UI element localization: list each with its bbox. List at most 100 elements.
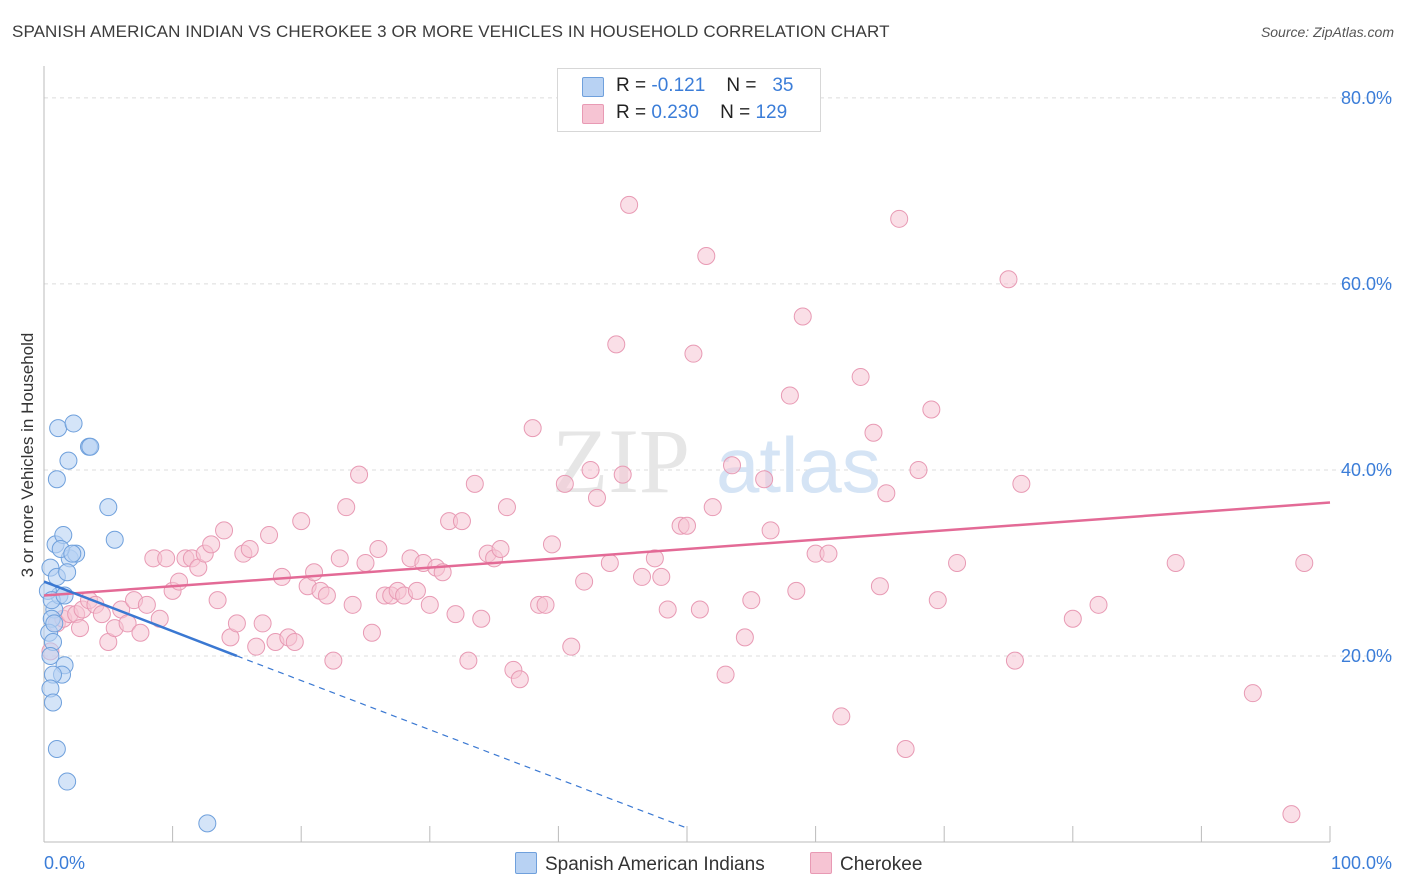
legend-r-label: R =: [616, 102, 647, 123]
spanish-american-indian-point: [47, 470, 66, 489]
legend-r-label: R =: [616, 75, 647, 96]
bottom-legend-label: Spanish American Indians: [545, 854, 765, 875]
cherokee-point: [362, 623, 381, 642]
cherokee-point: [491, 540, 510, 559]
cherokee-point: [1005, 651, 1024, 670]
watermark-atlas: atlas: [716, 421, 881, 509]
cherokee-point: [877, 484, 896, 503]
cherokee-point: [575, 572, 594, 591]
spanish-american-indian-point: [58, 772, 77, 791]
cherokee-point: [896, 739, 915, 758]
cherokee-point: [542, 535, 561, 554]
cherokee-point: [607, 335, 626, 354]
x-tick-label: 100.0%: [1331, 853, 1392, 873]
cherokee-point: [684, 344, 703, 363]
cherokee-point: [742, 591, 761, 610]
cherokee-point: [131, 623, 150, 642]
cherokee-point: [793, 307, 812, 326]
bottom-legend-swatch-pink: [810, 852, 832, 874]
cherokee-point: [555, 474, 574, 493]
chart-title: SPANISH AMERICAN INDIAN VS CHEROKEE 3 OR…: [12, 22, 890, 41]
bottom-legend-pink[interactable]: Cherokee: [810, 852, 922, 876]
cherokee-point: [999, 270, 1018, 289]
cherokee-point: [247, 637, 266, 656]
cherokee-point: [137, 595, 156, 614]
cherokee-point: [407, 581, 426, 600]
cherokee-point: [1166, 553, 1185, 572]
spanish-american-indian-point: [105, 530, 124, 549]
cherokee-point: [305, 563, 324, 582]
cherokee-point: [581, 460, 600, 479]
spanish-american-indian-trend-line: [43, 580, 238, 658]
cherokee-point: [632, 567, 651, 586]
spanish-american-indian-point: [81, 437, 100, 456]
legend-box: R = -0.121 N = 35 R = 0.230 N = 129: [557, 68, 821, 132]
cherokee-point: [472, 609, 491, 628]
grid-lines: [44, 97, 1392, 657]
cherokee-point: [330, 549, 349, 568]
spanish-american-indian-point: [49, 419, 68, 438]
cherokee-point: [928, 591, 947, 610]
cherokee-point: [157, 549, 176, 568]
cherokee-point: [92, 605, 111, 624]
cherokee-point: [292, 512, 311, 531]
cherokee-point: [227, 614, 246, 633]
cherokee-point: [208, 591, 227, 610]
cherokee-point: [697, 247, 716, 266]
spanish-american-indian-point: [47, 739, 66, 758]
spanish-american-indian-point: [64, 414, 83, 433]
cherokee-point: [497, 498, 516, 517]
legend-r-value: -0.121: [651, 75, 706, 96]
y-tick-label: 60.0%: [1341, 274, 1392, 294]
legend-n-label: N =: [720, 102, 751, 123]
cherokee-points: [41, 195, 1314, 824]
spanish-american-indian-point: [59, 451, 78, 470]
cherokee-point: [459, 651, 478, 670]
spanish-american-indian-point: [63, 544, 82, 563]
cherokee-point: [723, 456, 742, 475]
cherokee-point: [658, 600, 677, 619]
cherokee-point: [285, 633, 304, 652]
cherokee-point: [735, 628, 754, 647]
cherokee-point: [890, 209, 909, 228]
bottom-legend-swatch-blue: [515, 852, 537, 874]
cherokee-point: [1282, 805, 1301, 824]
watermark: ZIP atlas: [552, 410, 881, 512]
cherokee-point: [260, 526, 279, 545]
watermark-zip: ZIP: [552, 410, 690, 512]
cherokee-point: [253, 614, 272, 633]
y-tick-label: 20.0%: [1341, 646, 1392, 666]
cherokee-point: [819, 544, 838, 563]
cherokee-point: [716, 665, 735, 684]
cherokee-point: [465, 474, 484, 493]
cherokee-point: [922, 400, 941, 419]
cherokee-point: [645, 549, 664, 568]
legend-n-value: 35: [772, 75, 794, 96]
cherokee-point: [562, 637, 581, 656]
cherokee-point: [780, 386, 799, 405]
y-tick-label: 80.0%: [1341, 88, 1392, 108]
cherokee-point: [870, 577, 889, 596]
bottom-legend-label: Cherokee: [840, 854, 923, 875]
cherokee-point: [703, 498, 722, 517]
cherokee-point: [851, 367, 870, 386]
cherokee-point: [678, 516, 696, 535]
cherokee-point: [452, 512, 471, 531]
tick-labels: 20.0% 40.0% 60.0% 80.0% 0.0% 100.0%: [44, 88, 1392, 873]
cherokee-trend-line: [43, 501, 1331, 597]
cherokee-point: [909, 460, 928, 479]
cherokee-point: [1243, 684, 1262, 703]
cherokee-point: [170, 572, 189, 591]
x-tick-label: 0.0%: [44, 853, 85, 873]
y-axis-title: 3 or more Vehicles in Household: [18, 332, 37, 578]
cherokee-point: [652, 567, 671, 586]
trend-lines: [43, 501, 1331, 829]
bottom-legend-blue[interactable]: Spanish American Indians: [515, 852, 765, 876]
legend-r-value: 0.230: [651, 102, 699, 123]
legend-n-value: 129: [755, 102, 788, 123]
cherokee-point: [202, 535, 221, 554]
cherokee-point: [356, 553, 375, 572]
cherokee-point: [420, 595, 439, 614]
source-label: Source: ZipAtlas.com: [1260, 24, 1394, 40]
